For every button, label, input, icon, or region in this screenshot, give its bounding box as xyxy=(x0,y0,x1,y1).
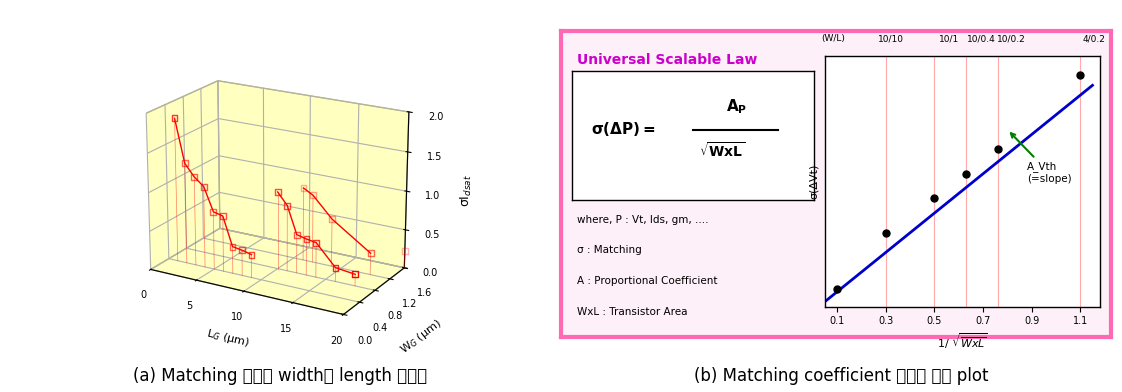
Text: σ : Matching: σ : Matching xyxy=(578,245,642,256)
Text: WxL : Transistor Area: WxL : Transistor Area xyxy=(578,307,688,317)
Text: Universal Scalable Law: Universal Scalable Law xyxy=(578,53,757,67)
Text: where, P : Vt, Ids, gm, ....: where, P : Vt, Ids, gm, .... xyxy=(578,215,709,225)
Text: (a) Matching 특성의 width와 length 의존성: (a) Matching 특성의 width와 length 의존성 xyxy=(134,367,427,385)
X-axis label: L$_G$ (μm): L$_G$ (μm) xyxy=(205,327,251,350)
Text: A : Proportional Coefficient: A : Proportional Coefficient xyxy=(578,276,718,286)
Y-axis label: W$_G$ (μm): W$_G$ (μm) xyxy=(397,317,444,358)
Text: (b) Matching coefficient 추출을 위한 plot: (b) Matching coefficient 추출을 위한 plot xyxy=(695,367,988,385)
